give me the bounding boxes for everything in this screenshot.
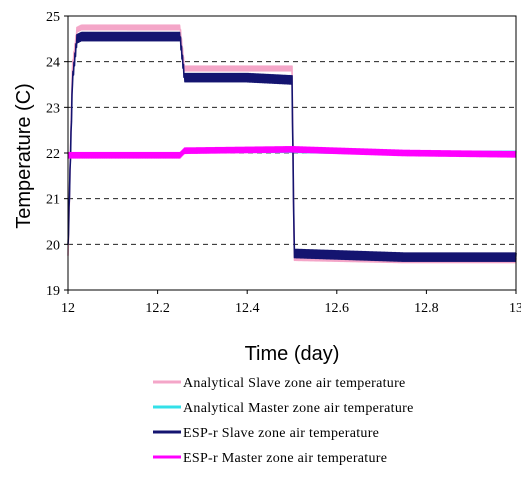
series-path — [67, 145, 517, 159]
legend-label: ESP-r Master zone air temperature — [183, 451, 387, 466]
legend-item: ESP-r Master zone air temperature — [153, 451, 387, 466]
x-tick-label: 12 — [61, 301, 75, 316]
series-path — [67, 24, 517, 264]
legend-item: Analytical Master zone air temperature — [153, 401, 414, 416]
x-tick-label: 12.4 — [235, 301, 260, 316]
axis-ticks: 19 20 21 22 23 24 25 12 12.2 12.4 12.6 12.8 13 — [46, 10, 521, 316]
y-tick-label: 24 — [46, 56, 60, 71]
y-tick-label: 21 — [46, 193, 60, 208]
legend-label: ESP-r Slave zone air temperature — [183, 426, 379, 441]
x-tick-label: 12.8 — [414, 301, 439, 316]
y-tick-label: 19 — [46, 284, 60, 299]
y-tick-label: 25 — [46, 10, 60, 25]
y-tick-label: 22 — [46, 147, 60, 162]
x-axis-title: Time (day) — [245, 343, 340, 365]
x-tick-label: 13 — [509, 301, 521, 316]
y-axis-title: Temperature (C) — [13, 83, 35, 229]
x-tick-label: 12.6 — [325, 301, 350, 316]
series-path — [67, 31, 517, 263]
series-line — [67, 31, 517, 263]
legend-item: Analytical Slave zone air temperature — [153, 376, 406, 391]
legend-label: Analytical Master zone air temperature — [183, 401, 414, 416]
x-tick-label: 12.2 — [145, 301, 170, 316]
y-tick-label: 23 — [46, 101, 60, 116]
legend-label: Analytical Slave zone air temperature — [183, 376, 406, 391]
y-tick-label: 20 — [46, 238, 60, 253]
series-line — [67, 24, 517, 264]
series-layer — [67, 24, 517, 264]
legend-item: ESP-r Slave zone air temperature — [153, 426, 379, 441]
series-line — [67, 145, 517, 159]
legend: Analytical Slave zone air temperature Ana… — [153, 376, 414, 466]
